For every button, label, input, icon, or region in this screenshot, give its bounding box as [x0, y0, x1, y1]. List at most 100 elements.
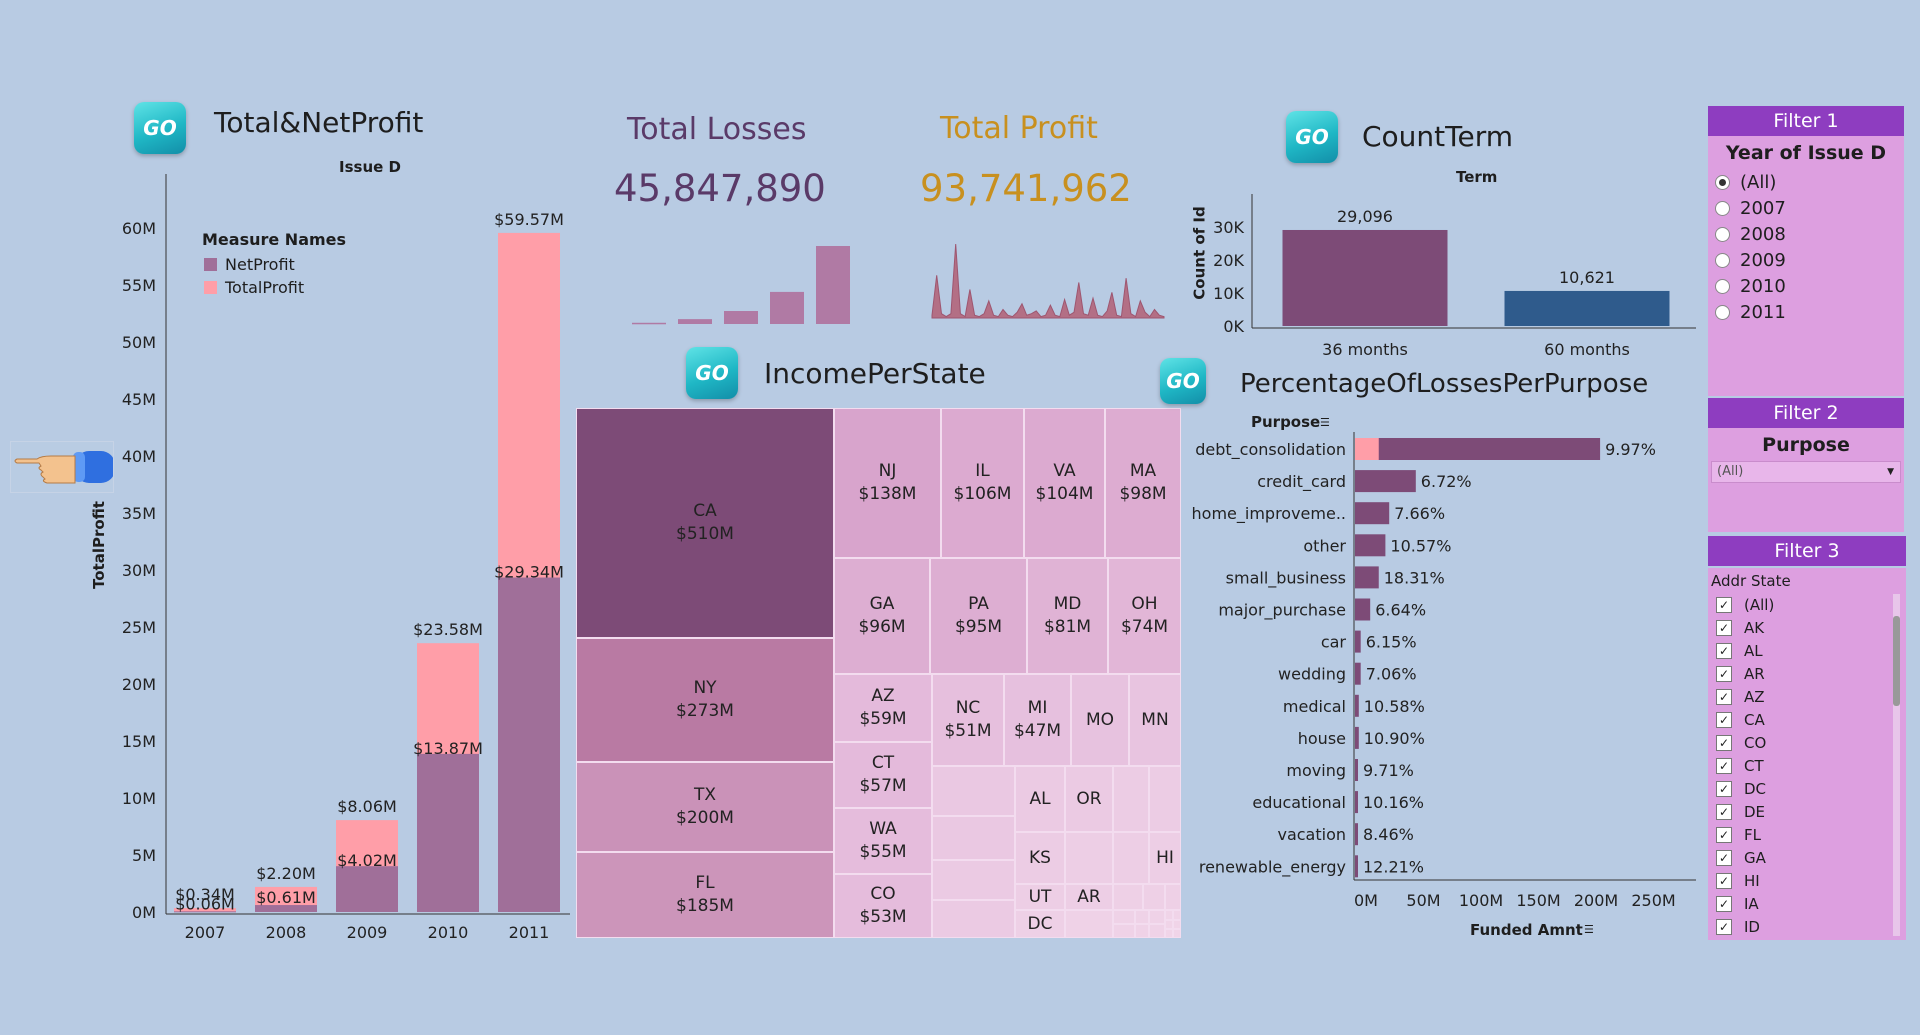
addr-state-option[interactable]: ✓ CO — [1716, 734, 1766, 752]
treemap-cell-small[interactable] — [1165, 920, 1173, 929]
treemap-cell-ma[interactable]: MA $98M — [1105, 408, 1181, 558]
addr-state-option[interactable]: ✓ DC — [1716, 780, 1766, 798]
treemap-cell-ca[interactable]: CA $510M — [576, 408, 834, 638]
treemap-cell-small[interactable] — [932, 900, 1015, 938]
treemap-cell-small[interactable] — [1149, 924, 1165, 938]
treemap-cell-small[interactable] — [932, 766, 1015, 816]
treemap-cell-small[interactable] — [932, 816, 1015, 860]
treemap-cell-ny[interactable]: NY $273M — [576, 638, 834, 762]
addr-state-option[interactable]: ✓ AZ — [1716, 688, 1765, 706]
treemap-cell-small[interactable] — [1149, 766, 1181, 832]
treemap-cell-small[interactable] — [1065, 832, 1113, 884]
treemap-cell-small[interactable] — [1113, 910, 1135, 924]
radio-2010[interactable]: 2010 — [1715, 276, 1786, 297]
addr-state-option[interactable]: ✓ AR — [1716, 665, 1765, 683]
treemap-cell-small[interactable] — [1173, 910, 1181, 920]
radio-2009[interactable]: 2009 — [1715, 250, 1786, 271]
treemap-cell-dc[interactable]: DC — [1015, 910, 1065, 938]
addr-state-option[interactable]: ✓ AK — [1716, 619, 1764, 637]
radio-button[interactable] — [1715, 227, 1730, 242]
checkbox[interactable]: ✓ — [1716, 643, 1732, 659]
treemap-cell-small[interactable] — [1149, 910, 1165, 924]
checkbox[interactable]: ✓ — [1716, 712, 1732, 728]
checkbox[interactable]: ✓ — [1716, 781, 1732, 797]
purpose-dropdown[interactable]: (All) ▼ — [1711, 461, 1901, 483]
addr-state-option[interactable]: ✓ CT — [1716, 757, 1764, 775]
treemap-cell-wa[interactable]: WA $55M — [834, 808, 932, 874]
treemap-cell-mo[interactable]: MO — [1071, 674, 1129, 766]
checkbox[interactable]: ✓ — [1716, 597, 1732, 613]
treemap-cell-small[interactable] — [1135, 910, 1149, 924]
checkbox[interactable]: ✓ — [1716, 827, 1732, 843]
treemap-cell-small[interactable] — [1143, 884, 1165, 910]
checkbox[interactable]: ✓ — [1716, 850, 1732, 866]
radio-2011[interactable]: 2011 — [1715, 302, 1786, 323]
treemap-cell-small[interactable] — [1113, 832, 1149, 884]
treemap-cell-mn[interactable]: MN — [1129, 674, 1181, 766]
treemap-cell-md[interactable]: MD $81M — [1027, 558, 1108, 674]
radio-button[interactable] — [1715, 201, 1730, 216]
treemap-cell-small[interactable] — [932, 860, 1015, 900]
filter3-scroll-thumb[interactable] — [1893, 616, 1900, 706]
pointing-hand-icon[interactable] — [10, 441, 115, 493]
treemap-cell-small[interactable] — [1173, 920, 1181, 929]
radio-2007[interactable]: 2007 — [1715, 198, 1786, 219]
treemap-cell-or[interactable]: OR — [1065, 766, 1113, 832]
treemap-cell-small[interactable] — [1165, 929, 1173, 938]
treemap-cell-ct[interactable]: CT $57M — [834, 742, 932, 808]
treemap-cell-fl[interactable]: FL $185M — [576, 852, 834, 938]
filter3-scrollbar[interactable] — [1893, 594, 1900, 936]
treemap-cell-tx[interactable]: TX $200M — [576, 762, 834, 852]
treemap-cell-nc[interactable]: NC $51M — [932, 674, 1004, 766]
checkbox[interactable]: ✓ — [1716, 666, 1732, 682]
addr-state-option[interactable]: ✓ IA — [1716, 895, 1759, 913]
radio-button[interactable] — [1715, 253, 1730, 268]
treemap-cell-hi[interactable]: HI — [1149, 832, 1181, 884]
checkbox[interactable]: ✓ — [1716, 804, 1732, 820]
radio-all[interactable]: (All) — [1715, 172, 1776, 193]
checkbox[interactable]: ✓ — [1716, 620, 1732, 636]
checkbox[interactable]: ✓ — [1716, 689, 1732, 705]
checkbox[interactable]: ✓ — [1716, 873, 1732, 889]
addr-state-option[interactable]: ✓ FL — [1716, 826, 1761, 844]
treemap-cell-co[interactable]: CO $53M — [834, 874, 932, 938]
treemap-cell-pa[interactable]: PA $95M — [930, 558, 1027, 674]
treemap-cell-oh[interactable]: OH $74M — [1108, 558, 1181, 674]
addr-state-option[interactable]: ✓ CA — [1716, 711, 1765, 729]
treemap-cell-small[interactable] — [1135, 924, 1149, 938]
checkbox[interactable]: ✓ — [1716, 919, 1732, 935]
checkbox[interactable]: ✓ — [1716, 758, 1732, 774]
treemap-cell-va[interactable]: VA $104M — [1024, 408, 1105, 558]
addr-state-option[interactable]: ✓ DE — [1716, 803, 1765, 821]
treemap-cell-il[interactable]: IL $106M — [941, 408, 1024, 558]
sort-icon[interactable]: ☰ — [1320, 416, 1330, 429]
treemap-cell-nj[interactable]: NJ $138M — [834, 408, 941, 558]
addr-state-option[interactable]: ✓ GA — [1716, 849, 1766, 867]
treemap-cell-ga[interactable]: GA $96M — [834, 558, 930, 674]
treemap-cell-mi[interactable]: MI $47M — [1004, 674, 1071, 766]
treemap-cell-al[interactable]: AL — [1015, 766, 1065, 832]
addr-state-option[interactable]: ✓ HI — [1716, 872, 1760, 890]
treemap-cell-small[interactable] — [1165, 884, 1181, 910]
treemap-cell-small[interactable] — [1165, 910, 1173, 920]
treemap-cell-small[interactable] — [1065, 910, 1113, 938]
sort-icon[interactable]: ☰ — [1584, 923, 1594, 936]
radio-2008[interactable]: 2008 — [1715, 224, 1786, 245]
addr-state-option[interactable]: ✓ (All) — [1716, 596, 1774, 614]
treemap-cell-small[interactable] — [1113, 924, 1135, 938]
treemap-cell-ar[interactable]: AR — [1065, 884, 1113, 910]
addr-state-option[interactable]: ✓ AL — [1716, 642, 1763, 660]
radio-button[interactable] — [1715, 175, 1730, 190]
checkbox[interactable]: ✓ — [1716, 735, 1732, 751]
radio-button[interactable] — [1715, 305, 1730, 320]
addr-state-option[interactable]: ✓ ID — [1716, 918, 1760, 936]
y-tick-label: 45M — [122, 390, 156, 409]
radio-button[interactable] — [1715, 279, 1730, 294]
treemap-cell-az[interactable]: AZ $59M — [834, 674, 932, 742]
treemap-cell-ut[interactable]: UT — [1015, 884, 1065, 910]
treemap-cell-small[interactable] — [1173, 929, 1181, 938]
treemap-cell-ks[interactable]: KS — [1015, 832, 1065, 884]
treemap-cell-small[interactable] — [1113, 884, 1143, 910]
treemap-cell-small[interactable] — [1113, 766, 1149, 832]
checkbox[interactable]: ✓ — [1716, 896, 1732, 912]
